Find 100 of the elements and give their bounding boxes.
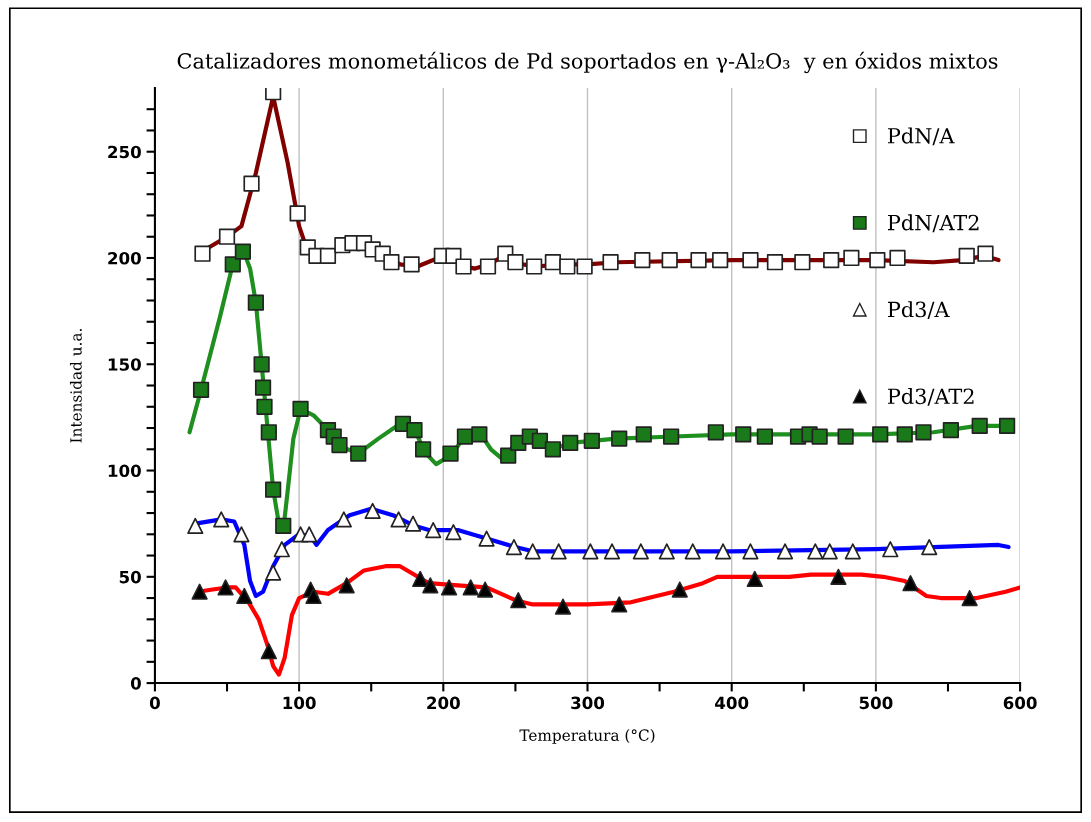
y-tick-label: 250 bbox=[108, 145, 141, 159]
point bbox=[406, 422, 423, 439]
point bbox=[526, 258, 543, 275]
point bbox=[301, 526, 318, 543]
point bbox=[292, 400, 309, 418]
point bbox=[462, 579, 479, 596]
point bbox=[364, 502, 381, 520]
point bbox=[412, 570, 429, 588]
x-tick-label: 600 bbox=[1003, 696, 1037, 710]
point bbox=[603, 543, 621, 560]
point bbox=[776, 543, 794, 560]
point bbox=[477, 581, 494, 598]
point bbox=[507, 254, 524, 271]
point bbox=[383, 254, 400, 271]
point bbox=[661, 251, 678, 269]
point bbox=[234, 243, 251, 260]
x-tick-label: 100 bbox=[283, 696, 316, 710]
point bbox=[942, 422, 959, 439]
point bbox=[742, 543, 759, 560]
point bbox=[807, 543, 824, 560]
point bbox=[479, 258, 497, 275]
point bbox=[425, 521, 442, 539]
point bbox=[218, 228, 236, 245]
point bbox=[390, 511, 407, 528]
point bbox=[254, 379, 272, 396]
point bbox=[265, 564, 282, 581]
point bbox=[253, 356, 270, 373]
point bbox=[869, 251, 886, 269]
point bbox=[611, 596, 628, 613]
point bbox=[902, 575, 919, 592]
point bbox=[273, 541, 290, 558]
point bbox=[576, 258, 593, 275]
point bbox=[746, 570, 763, 588]
legend-label: Pd3/A bbox=[888, 301, 950, 319]
point bbox=[921, 538, 938, 556]
point bbox=[247, 294, 264, 311]
x-tick-label: 300 bbox=[571, 696, 605, 710]
point bbox=[213, 511, 230, 528]
point bbox=[602, 254, 619, 271]
point bbox=[958, 247, 975, 264]
point bbox=[663, 428, 680, 445]
point bbox=[671, 581, 688, 598]
point bbox=[478, 530, 495, 547]
point bbox=[583, 432, 600, 449]
point bbox=[456, 428, 474, 445]
x-tick-label: 200 bbox=[427, 696, 460, 710]
point bbox=[505, 538, 523, 556]
point bbox=[830, 568, 847, 585]
point bbox=[445, 524, 462, 541]
point bbox=[338, 577, 355, 594]
point bbox=[289, 205, 306, 222]
point bbox=[331, 436, 348, 454]
point bbox=[260, 643, 277, 660]
point bbox=[550, 543, 567, 560]
legend-label: Pd3/AT2 bbox=[888, 388, 974, 406]
point bbox=[977, 245, 994, 262]
point bbox=[559, 258, 576, 275]
y-axis-title: Intensidad u.a. bbox=[69, 329, 82, 443]
point bbox=[872, 426, 889, 443]
point bbox=[971, 417, 988, 435]
point bbox=[265, 87, 282, 101]
point bbox=[510, 592, 527, 609]
x-tick-label: 0 bbox=[149, 696, 160, 710]
point bbox=[544, 441, 562, 458]
point bbox=[707, 424, 724, 441]
point bbox=[735, 426, 752, 443]
point bbox=[265, 481, 282, 498]
point bbox=[194, 245, 211, 262]
x-axis-title: Temperatura (°C) bbox=[519, 729, 655, 744]
point bbox=[582, 543, 599, 560]
point bbox=[233, 526, 250, 543]
point bbox=[714, 543, 732, 560]
point bbox=[712, 251, 729, 269]
point bbox=[766, 254, 784, 271]
point bbox=[635, 426, 652, 443]
point bbox=[811, 428, 828, 445]
chart-title: Catalizadores monometálicos de Pd soportados en γ-Al₂O₃ y en óxidos mixtos bbox=[177, 51, 998, 74]
point bbox=[961, 589, 978, 607]
y-tick-label: 0 bbox=[130, 677, 141, 690]
point bbox=[658, 543, 675, 560]
y-tick-label: 200 bbox=[108, 251, 141, 265]
point bbox=[794, 254, 811, 271]
point bbox=[562, 434, 579, 452]
point bbox=[823, 251, 840, 269]
point bbox=[256, 398, 273, 415]
point bbox=[335, 511, 352, 528]
point bbox=[442, 445, 459, 462]
point bbox=[889, 249, 906, 267]
point bbox=[844, 543, 861, 560]
y-tick-label: 100 bbox=[108, 464, 141, 478]
point bbox=[455, 258, 472, 275]
point bbox=[634, 251, 651, 269]
point bbox=[632, 543, 649, 560]
point bbox=[896, 426, 913, 443]
point bbox=[843, 249, 860, 267]
point bbox=[756, 428, 773, 445]
point bbox=[471, 426, 488, 443]
point bbox=[243, 175, 260, 192]
point bbox=[684, 543, 701, 560]
point bbox=[191, 583, 208, 600]
